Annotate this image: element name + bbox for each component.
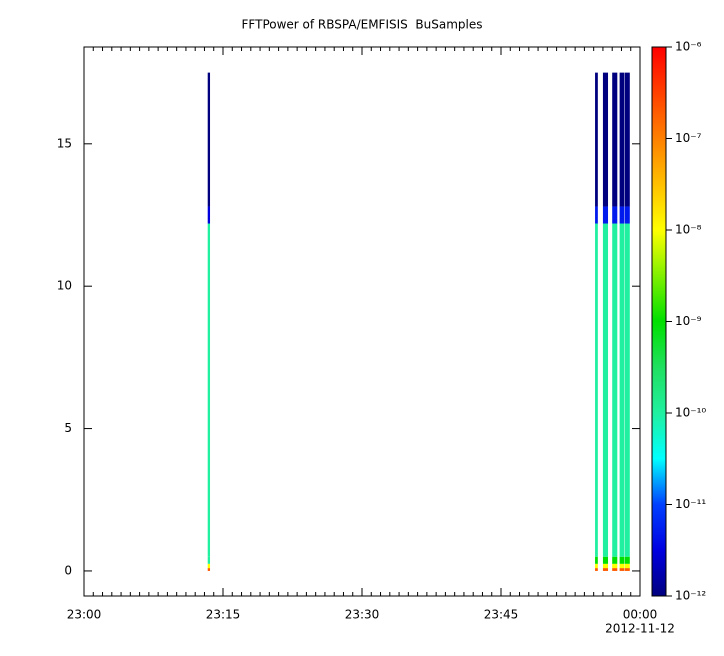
spectrogram-cell bbox=[602, 556, 609, 564]
spectrogram-cell bbox=[612, 223, 618, 557]
spectrogram-cell bbox=[207, 556, 211, 564]
spectrogram-cell bbox=[602, 568, 609, 571]
spectrogram-cell bbox=[602, 563, 609, 569]
colorbar-tick-label: 10⁻¹⁰ bbox=[675, 406, 706, 420]
spectrogram-cell bbox=[624, 223, 630, 557]
spectrogram-cell bbox=[619, 72, 625, 207]
spectrogram-cell bbox=[602, 206, 609, 224]
x-tick-label: 23:15 bbox=[206, 608, 241, 622]
x-tick-label: 23:00 bbox=[67, 608, 102, 622]
spectrogram-cell bbox=[207, 563, 211, 569]
spectrogram-cell bbox=[595, 72, 598, 207]
spectrogram-cell bbox=[624, 568, 630, 571]
spectrogram-cell bbox=[619, 568, 625, 571]
y-tick-label: 15 bbox=[57, 136, 72, 150]
y-tick-label: 10 bbox=[57, 279, 72, 293]
spectrogram-cell bbox=[207, 568, 211, 571]
spectrogram-cell bbox=[207, 206, 211, 224]
x-tick-label: 23:45 bbox=[484, 608, 519, 622]
colorbar-tick-label: 10⁻⁸ bbox=[675, 223, 702, 237]
spectrogram-cell bbox=[612, 568, 618, 571]
spectrogram-cell bbox=[612, 556, 618, 564]
y-tick-label: 5 bbox=[64, 421, 72, 435]
spectrogram-cell bbox=[624, 72, 630, 207]
spectrogram-cell bbox=[619, 223, 625, 557]
colorbar-tick-label: 10⁻¹² bbox=[675, 589, 706, 603]
spectrogram-cell bbox=[612, 563, 618, 569]
spectrogram-cell bbox=[619, 206, 625, 224]
colorbar-tick-label: 10⁻⁷ bbox=[675, 131, 702, 145]
colorbar bbox=[651, 46, 667, 597]
date-label: 2012-11-12 bbox=[605, 622, 675, 636]
spectrogram-cell bbox=[619, 556, 625, 564]
spectrogram-cell bbox=[595, 206, 598, 224]
spectrogram-cell bbox=[624, 556, 630, 564]
spectrogram-cell bbox=[624, 206, 630, 224]
plot-frame bbox=[83, 46, 641, 597]
spectrogram-cell bbox=[595, 563, 598, 569]
spectrogram-cell bbox=[612, 206, 618, 224]
colorbar-tick-label: 10⁻⁶ bbox=[675, 40, 702, 54]
chart-title: FFTPower of RBSPA/EMFISIS BuSamples bbox=[242, 18, 483, 32]
colorbar-tick-label: 10⁻¹¹ bbox=[675, 497, 706, 511]
spectrogram-cell bbox=[207, 223, 211, 557]
x-tick-label: 23:30 bbox=[345, 608, 380, 622]
spectrogram-cell bbox=[624, 563, 630, 569]
spectrogram-cell bbox=[595, 568, 598, 571]
spectrogram-cell bbox=[595, 556, 598, 564]
spectrogram-cell bbox=[612, 72, 618, 207]
spectrogram-cell bbox=[207, 72, 211, 207]
colorbar-tick-label: 10⁻⁹ bbox=[675, 314, 702, 328]
spectrogram-cell bbox=[602, 223, 609, 557]
spectrogram-cell bbox=[595, 223, 598, 557]
spectrogram-cell bbox=[602, 72, 609, 207]
x-tick-label: 00:00 bbox=[623, 608, 658, 622]
y-tick-label: 0 bbox=[64, 563, 72, 577]
spectrogram-cell bbox=[619, 563, 625, 569]
